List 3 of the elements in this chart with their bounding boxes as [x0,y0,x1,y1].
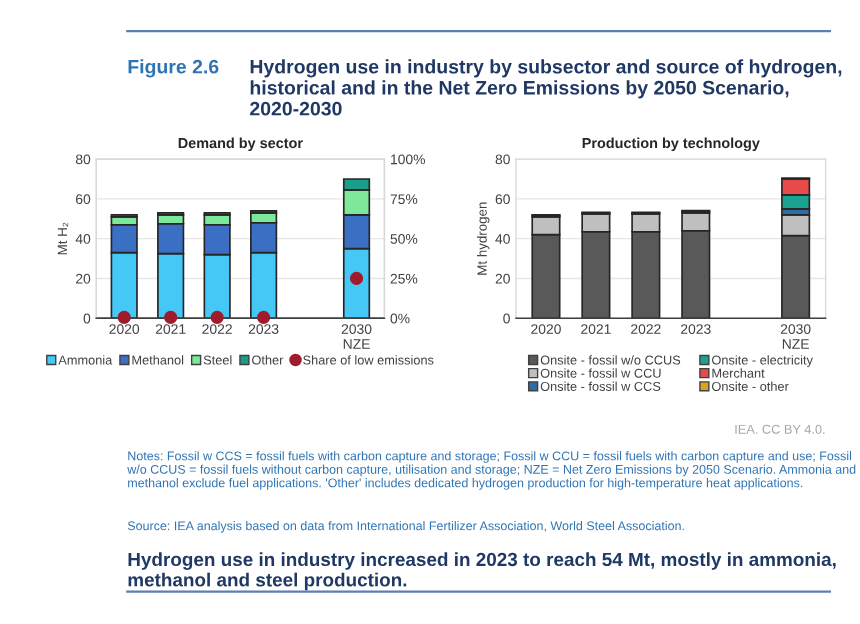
text: Hydrogen use in industry increased in 2023 to reach 54 Mt, mostly in ammonia, methanol and steel production. [128,552,836,591]
text: Hydrogen use in industry by subsector and source of hydrogen, historical and in the Net Zero Emissions by 2050 Scenario, 2020-2030 [250,59,842,116]
caption: Figure 2.6 [128,59,219,78]
